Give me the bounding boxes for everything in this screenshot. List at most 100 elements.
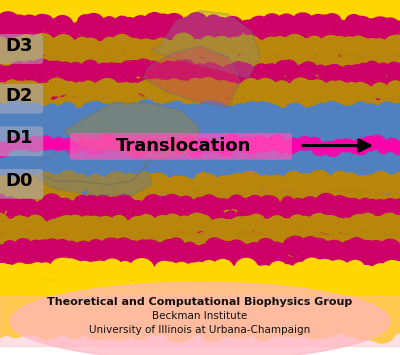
Circle shape — [116, 83, 136, 101]
Circle shape — [0, 255, 10, 264]
Circle shape — [194, 241, 212, 256]
Circle shape — [174, 100, 186, 111]
Circle shape — [305, 41, 323, 57]
Circle shape — [336, 205, 350, 217]
Circle shape — [299, 217, 312, 228]
Circle shape — [1, 278, 15, 291]
Circle shape — [184, 34, 196, 45]
Circle shape — [214, 285, 229, 299]
Circle shape — [242, 175, 262, 192]
Circle shape — [12, 200, 26, 213]
Circle shape — [87, 83, 104, 99]
Circle shape — [281, 178, 293, 189]
Circle shape — [257, 235, 272, 249]
Circle shape — [179, 43, 193, 56]
Circle shape — [364, 144, 384, 161]
Text: Beckman Institute: Beckman Institute — [152, 311, 248, 321]
Circle shape — [252, 121, 272, 139]
Circle shape — [341, 308, 360, 325]
Circle shape — [155, 80, 172, 95]
Circle shape — [121, 279, 133, 289]
Circle shape — [308, 197, 331, 217]
Circle shape — [155, 200, 170, 213]
Circle shape — [177, 186, 189, 197]
Circle shape — [169, 221, 182, 233]
Circle shape — [18, 173, 36, 189]
Circle shape — [42, 124, 63, 143]
Circle shape — [378, 89, 390, 100]
Circle shape — [251, 170, 274, 190]
Circle shape — [102, 17, 116, 29]
Circle shape — [354, 104, 372, 120]
Circle shape — [212, 314, 238, 337]
Circle shape — [322, 102, 342, 120]
Circle shape — [356, 1, 369, 12]
Circle shape — [145, 75, 153, 82]
Circle shape — [56, 277, 68, 288]
Circle shape — [287, 104, 302, 118]
Circle shape — [215, 68, 227, 78]
Circle shape — [296, 120, 322, 144]
Circle shape — [238, 240, 251, 251]
Circle shape — [80, 131, 97, 146]
Circle shape — [320, 141, 337, 157]
Circle shape — [314, 96, 330, 110]
Circle shape — [104, 63, 118, 75]
Circle shape — [130, 283, 154, 304]
Circle shape — [168, 149, 185, 164]
Circle shape — [186, 2, 205, 19]
Circle shape — [46, 233, 61, 247]
Circle shape — [253, 283, 274, 302]
Circle shape — [220, 5, 236, 19]
Circle shape — [56, 110, 68, 121]
Circle shape — [116, 53, 128, 63]
Circle shape — [120, 5, 137, 20]
Circle shape — [276, 85, 291, 99]
Circle shape — [369, 37, 391, 57]
Circle shape — [201, 219, 215, 232]
Circle shape — [176, 89, 192, 104]
Circle shape — [141, 119, 151, 128]
Circle shape — [74, 37, 90, 51]
Circle shape — [152, 263, 170, 279]
Circle shape — [31, 218, 46, 231]
Circle shape — [392, 176, 400, 195]
Circle shape — [307, 314, 329, 334]
Circle shape — [384, 198, 400, 216]
Circle shape — [60, 61, 80, 80]
Circle shape — [85, 276, 102, 291]
Circle shape — [222, 83, 240, 99]
Circle shape — [144, 219, 163, 236]
Circle shape — [362, 217, 379, 232]
Circle shape — [103, 52, 117, 65]
Circle shape — [41, 239, 63, 259]
Circle shape — [122, 18, 137, 30]
Circle shape — [168, 138, 188, 156]
Circle shape — [114, 198, 136, 217]
Circle shape — [80, 1, 99, 17]
Circle shape — [246, 66, 258, 77]
Circle shape — [88, 36, 110, 55]
Circle shape — [190, 23, 208, 39]
Circle shape — [73, 286, 96, 306]
Circle shape — [89, 201, 102, 213]
Circle shape — [203, 255, 217, 268]
Circle shape — [389, 125, 400, 140]
Circle shape — [382, 126, 400, 145]
Circle shape — [36, 106, 50, 119]
Circle shape — [195, 39, 216, 59]
Circle shape — [239, 37, 252, 49]
Circle shape — [341, 264, 360, 280]
Circle shape — [193, 143, 206, 155]
Circle shape — [4, 150, 28, 172]
Circle shape — [218, 116, 244, 139]
Circle shape — [120, 24, 136, 38]
Circle shape — [135, 185, 146, 195]
Circle shape — [5, 97, 20, 111]
Circle shape — [294, 64, 313, 81]
Circle shape — [231, 217, 246, 230]
Circle shape — [364, 200, 380, 214]
Circle shape — [18, 0, 33, 11]
Circle shape — [367, 106, 389, 125]
Circle shape — [335, 308, 353, 324]
